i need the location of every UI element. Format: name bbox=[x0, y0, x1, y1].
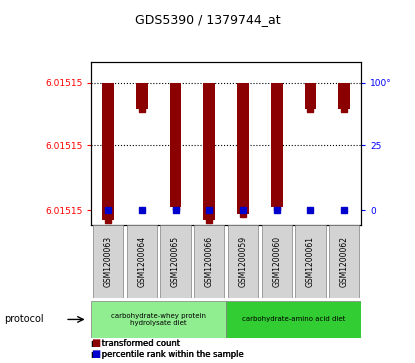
Text: protocol: protocol bbox=[4, 314, 44, 325]
FancyBboxPatch shape bbox=[329, 225, 359, 298]
Text: ■: ■ bbox=[91, 349, 100, 359]
Bar bbox=[338, 83, 350, 109]
Text: GSM1200066: GSM1200066 bbox=[205, 236, 214, 287]
FancyBboxPatch shape bbox=[228, 225, 258, 298]
Text: ■ transformed count: ■ transformed count bbox=[91, 339, 180, 348]
FancyBboxPatch shape bbox=[91, 301, 226, 338]
FancyBboxPatch shape bbox=[194, 225, 225, 298]
Bar bbox=[237, 83, 249, 213]
Bar bbox=[305, 83, 316, 109]
FancyBboxPatch shape bbox=[295, 225, 326, 298]
Text: GSM1200059: GSM1200059 bbox=[239, 236, 247, 287]
Text: ■ percentile rank within the sample: ■ percentile rank within the sample bbox=[91, 350, 244, 359]
FancyBboxPatch shape bbox=[93, 225, 123, 298]
Text: GDS5390 / 1379744_at: GDS5390 / 1379744_at bbox=[135, 13, 280, 26]
Text: carbohydrate-amino acid diet: carbohydrate-amino acid diet bbox=[242, 317, 345, 322]
Text: GSM1200062: GSM1200062 bbox=[340, 236, 349, 287]
Text: ■: ■ bbox=[91, 338, 100, 348]
Bar bbox=[170, 83, 181, 207]
Text: GSM1200063: GSM1200063 bbox=[104, 236, 112, 287]
FancyBboxPatch shape bbox=[226, 301, 361, 338]
Bar bbox=[136, 83, 148, 109]
Bar bbox=[203, 83, 215, 220]
Text: GSM1200064: GSM1200064 bbox=[137, 236, 146, 287]
FancyBboxPatch shape bbox=[261, 225, 292, 298]
FancyBboxPatch shape bbox=[127, 225, 157, 298]
Bar bbox=[102, 83, 114, 220]
Text: GSM1200060: GSM1200060 bbox=[272, 236, 281, 287]
FancyBboxPatch shape bbox=[161, 225, 191, 298]
Text: carbohydrate-whey protein
hydrolysate diet: carbohydrate-whey protein hydrolysate di… bbox=[111, 313, 206, 326]
Text: GSM1200061: GSM1200061 bbox=[306, 236, 315, 287]
Bar bbox=[271, 83, 283, 207]
Text: GSM1200065: GSM1200065 bbox=[171, 236, 180, 287]
Text: percentile rank within the sample: percentile rank within the sample bbox=[102, 350, 244, 359]
Text: transformed count: transformed count bbox=[102, 339, 180, 348]
